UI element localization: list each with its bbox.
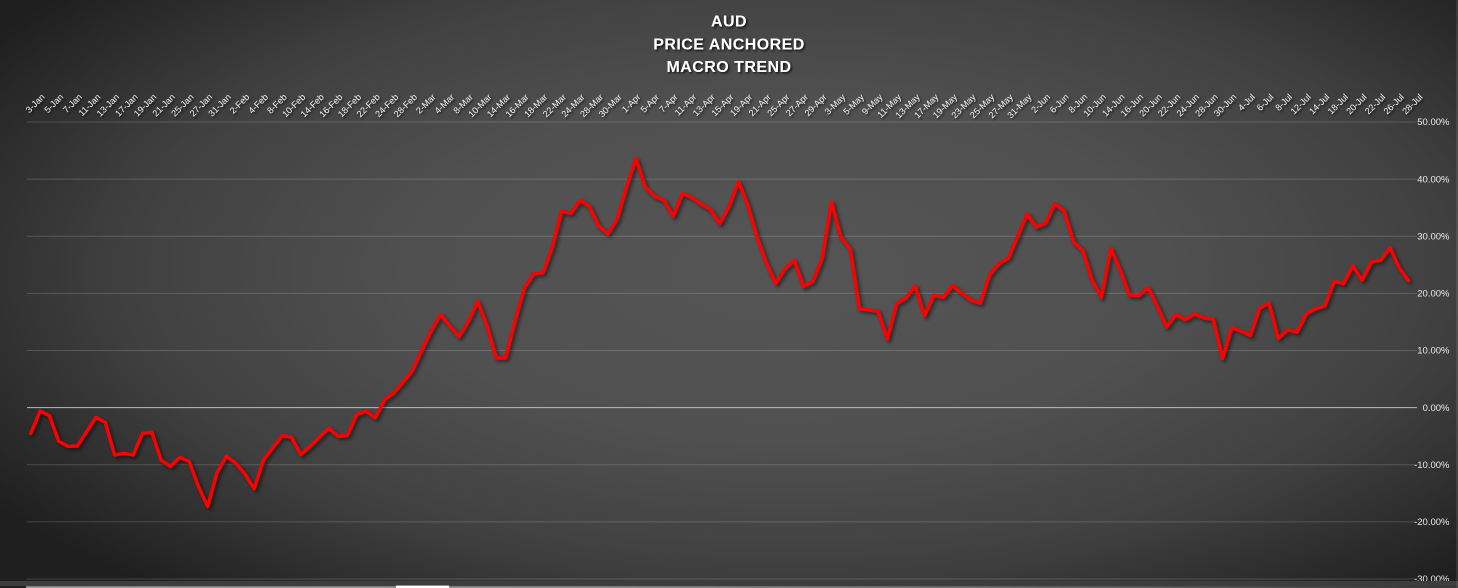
- svg-text:MACRO TREND: MACRO TREND: [667, 59, 792, 76]
- svg-text:0.00%: 0.00%: [1423, 403, 1450, 414]
- svg-text:-30.00%: -30.00%: [1414, 574, 1450, 585]
- svg-text:40.00%: 40.00%: [1417, 174, 1450, 185]
- svg-text:10.00%: 10.00%: [1417, 346, 1450, 357]
- svg-text:PRICE ANCHORED: PRICE ANCHORED: [653, 37, 805, 54]
- svg-text:-10.00%: -10.00%: [1414, 460, 1450, 471]
- svg-text:-20.00%: -20.00%: [1414, 517, 1450, 528]
- svg-text:30.00%: 30.00%: [1417, 231, 1450, 242]
- svg-text:50.00%: 50.00%: [1417, 117, 1450, 128]
- svg-text:20.00%: 20.00%: [1417, 289, 1450, 300]
- svg-text:AUD: AUD: [711, 13, 747, 30]
